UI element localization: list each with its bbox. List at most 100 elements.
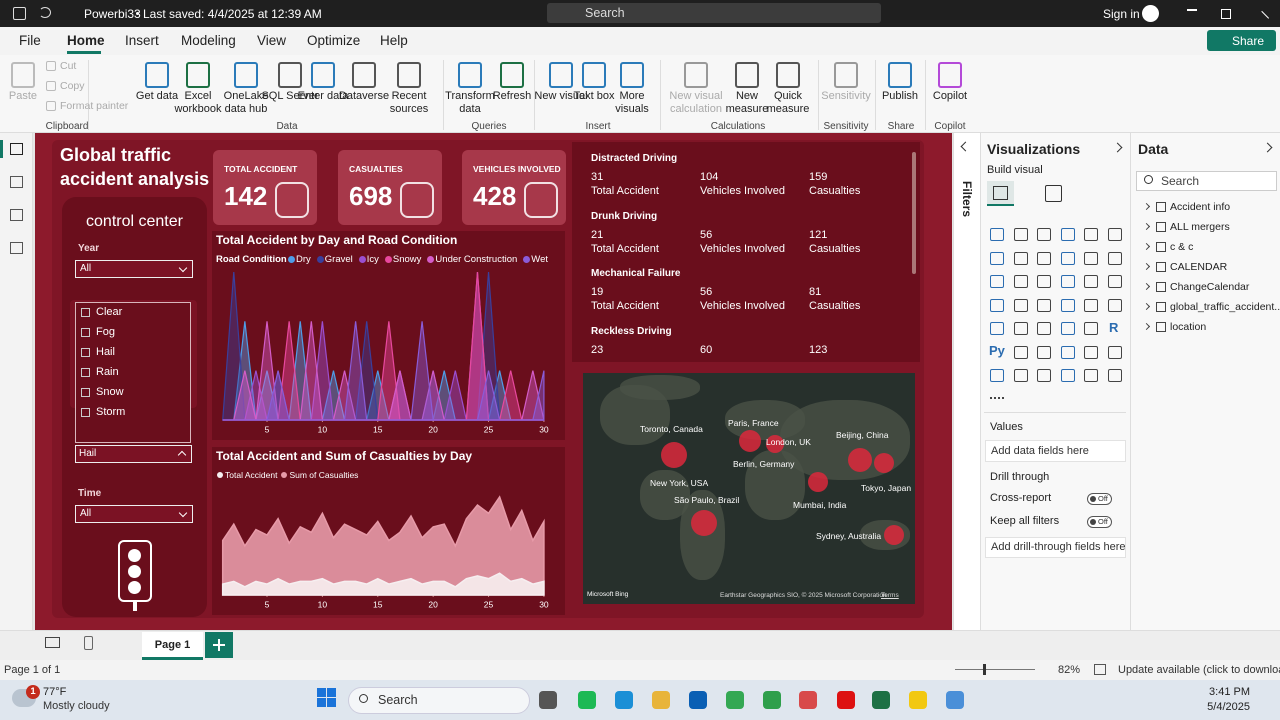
ribbon-button[interactable]: SQL Server (261, 90, 319, 102)
nav-icon[interactable] (10, 143, 23, 155)
viz-icon[interactable] (1013, 228, 1028, 241)
ribbon-button[interactable]: New visual (534, 90, 588, 102)
viz-icon[interactable] (990, 369, 1004, 382)
viz-icon[interactable] (1108, 251, 1122, 265)
table-name[interactable]: ALL mergers (1170, 221, 1230, 233)
table-name[interactable]: global_traffic_accident... (1170, 301, 1280, 313)
viz-icon[interactable] (1108, 345, 1122, 359)
ribbon-button[interactable]: Transform data (445, 90, 495, 115)
nav-icon[interactable] (10, 242, 23, 254)
viz-icon[interactable] (1108, 275, 1122, 288)
more-dots[interactable] (990, 397, 1004, 399)
ribbon-button[interactable]: Excel workbook (174, 90, 222, 115)
menu-tab[interactable]: File (19, 33, 41, 48)
ribbon-button[interactable]: Refresh (492, 90, 532, 102)
viz-icon[interactable] (1084, 298, 1099, 312)
slicer-box[interactable] (75, 505, 193, 523)
ribbon-button[interactable]: Recent sources (389, 90, 429, 115)
ribbon-button[interactable]: Quick measure (766, 90, 810, 115)
taskbar-app[interactable] (615, 691, 633, 709)
viz-icon[interactable] (1108, 298, 1122, 312)
viz-icon[interactable] (1084, 322, 1099, 335)
ribbon-button[interactable]: Enter data (297, 90, 349, 102)
viz-icon[interactable] (1060, 322, 1075, 335)
viz-icon-text[interactable]: Py (989, 343, 1005, 358)
viz-icon[interactable] (1037, 275, 1052, 288)
viz-icon[interactable] (1084, 369, 1099, 382)
viz-icon[interactable] (990, 228, 1004, 241)
menu-tab[interactable]: Optimize (307, 33, 361, 48)
table-name[interactable]: location (1170, 321, 1207, 333)
update-notice[interactable]: Update available (click to download) (1118, 664, 1280, 676)
mobile-icon[interactable] (84, 636, 93, 650)
build-tab[interactable] (987, 181, 1014, 206)
window-button[interactable] (1221, 9, 1231, 19)
viz-icon[interactable] (1060, 275, 1075, 288)
dropdown-item[interactable]: Snow (96, 386, 124, 398)
drill-well[interactable] (985, 537, 1126, 558)
desktop-icon[interactable] (45, 637, 60, 648)
zoom-track[interactable] (955, 669, 1035, 670)
taskbar-app[interactable] (578, 691, 596, 709)
ribbon-button[interactable]: Text box (573, 90, 615, 102)
windows-logo[interactable] (317, 698, 326, 707)
taskbar-app[interactable] (726, 691, 744, 709)
viz-icon[interactable] (1013, 345, 1028, 359)
dropdown-item[interactable]: Clear (96, 306, 123, 318)
checkbox[interactable] (81, 308, 90, 317)
table-name[interactable]: c & c (1170, 241, 1194, 253)
taskbar-app[interactable] (652, 691, 670, 709)
viz-icon[interactable] (1013, 275, 1028, 288)
checkbox[interactable] (81, 368, 90, 377)
viz-icon[interactable] (1084, 228, 1099, 241)
map-terms[interactable]: Terms (881, 592, 899, 599)
viz-icon[interactable] (1060, 228, 1075, 241)
viz-icon[interactable] (1060, 251, 1075, 265)
viz-icon[interactable] (990, 322, 1004, 335)
taskbar-app[interactable] (872, 691, 890, 709)
nav-icon[interactable] (10, 176, 23, 188)
table-name[interactable]: CALENDAR (1170, 261, 1228, 273)
viz-icon[interactable] (990, 275, 1004, 288)
taskbar-app[interactable] (763, 691, 781, 709)
ribbon-button[interactable]: Get data (135, 90, 179, 102)
viz-icon[interactable] (1084, 275, 1099, 288)
checkbox[interactable] (81, 388, 90, 397)
taskbar-app[interactable] (837, 691, 855, 709)
zoom-value[interactable]: 82% (1058, 664, 1081, 676)
viz-icon[interactable] (1084, 251, 1099, 265)
undo-icon[interactable] (39, 7, 51, 18)
menu-tab[interactable]: View (257, 33, 287, 48)
windows-logo[interactable] (317, 688, 326, 697)
ribbon-button[interactable]: Publish (881, 90, 919, 102)
menu-tab[interactable]: Insert (125, 33, 159, 48)
dropdown-item[interactable]: Hail (96, 346, 115, 358)
menu-tab[interactable]: Help (380, 33, 408, 48)
checkbox[interactable] (81, 408, 90, 417)
viz-icon[interactable] (1037, 298, 1052, 312)
viz-icon[interactable] (1037, 345, 1052, 359)
viz-icon[interactable] (1084, 345, 1099, 359)
checkbox[interactable] (81, 348, 90, 357)
viz-icon[interactable] (1037, 251, 1052, 265)
viz-icon[interactable] (1108, 369, 1122, 382)
viz-icon[interactable] (1037, 228, 1052, 241)
ribbon-button[interactable]: Dataverse (338, 90, 390, 102)
fit-icon[interactable] (1094, 664, 1106, 675)
format-icon[interactable] (1045, 185, 1062, 202)
data-search[interactable] (1136, 171, 1277, 191)
search-box[interactable] (547, 3, 881, 23)
viz-icon[interactable] (1060, 298, 1075, 312)
viz-icon[interactable] (1060, 369, 1075, 382)
viz-icon-text[interactable]: R (1109, 320, 1119, 335)
menu-tab[interactable]: Home (67, 33, 105, 48)
dropdown-item[interactable]: Fog (96, 326, 115, 338)
viz-icon[interactable] (990, 298, 1004, 312)
taskbar-app[interactable] (909, 691, 927, 709)
ribbon-button[interactable]: New measure (725, 90, 769, 115)
table-name[interactable]: ChangeCalendar (1170, 281, 1250, 293)
sign-in[interactable]: Sign in (1103, 7, 1140, 21)
table-name[interactable]: Accident info (1170, 201, 1231, 213)
ribbon-button[interactable]: Copilot (932, 90, 968, 102)
viz-icon[interactable] (1013, 251, 1028, 265)
